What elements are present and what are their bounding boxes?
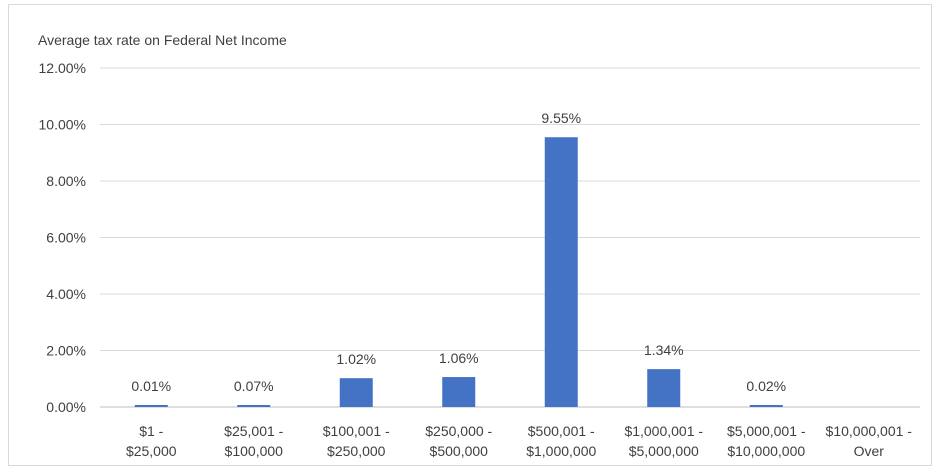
data-label: 9.55% xyxy=(541,110,581,126)
data-labels: 0.01% 0.07% 1.02% 1.06% 9.55% 1.34% 0.02% xyxy=(131,110,786,394)
bar xyxy=(442,377,476,407)
bars xyxy=(134,137,783,407)
x-tick-label: $500,001 -$1,000,000 xyxy=(526,423,596,459)
y-tick-label: 0.00% xyxy=(46,399,86,415)
bar xyxy=(544,137,578,407)
bar xyxy=(749,405,783,407)
y-tick-label: 12.00% xyxy=(39,60,86,76)
x-tick-label: $250,000 -$500,000 xyxy=(425,423,492,459)
y-tick-label: 6.00% xyxy=(46,230,86,246)
bar xyxy=(237,405,271,407)
y-axis-ticks: 0.00% 2.00% 4.00% 6.00% 8.00% 10.00% 12.00% xyxy=(39,60,86,415)
x-tick-label: $1,000,001 -$5,000,000 xyxy=(624,423,703,459)
y-axis-title: Average tax rate on Federal Net Income xyxy=(38,32,287,48)
x-axis-ticks: $1 -$25,000 $25,001 -$100,000 $100,001 -$2… xyxy=(126,423,912,459)
x-tick-label: $10,000,001 -Over xyxy=(826,423,913,459)
data-label: 0.01% xyxy=(131,378,171,394)
chart-frame xyxy=(8,4,932,466)
x-tick-label: $100,001 -$250,000 xyxy=(323,423,390,459)
data-label: 1.06% xyxy=(439,350,479,366)
x-tick-label: $1 -$25,000 xyxy=(126,423,177,459)
bar xyxy=(134,405,168,407)
y-tick-label: 4.00% xyxy=(46,286,86,302)
y-tick-label: 2.00% xyxy=(46,343,86,359)
data-label: 1.34% xyxy=(644,342,684,358)
x-tick-label: $25,001 -$100,000 xyxy=(224,423,283,459)
gridlines xyxy=(100,67,920,408)
y-tick-label: 8.00% xyxy=(46,173,86,189)
y-tick-label: 10.00% xyxy=(39,117,86,133)
bar xyxy=(647,369,681,407)
data-label: 0.07% xyxy=(234,378,274,394)
x-tick-label: $5,000,001 -$10,000,000 xyxy=(727,423,806,459)
data-label: 0.02% xyxy=(746,378,786,394)
bar xyxy=(339,378,373,407)
data-label: 1.02% xyxy=(336,351,376,367)
